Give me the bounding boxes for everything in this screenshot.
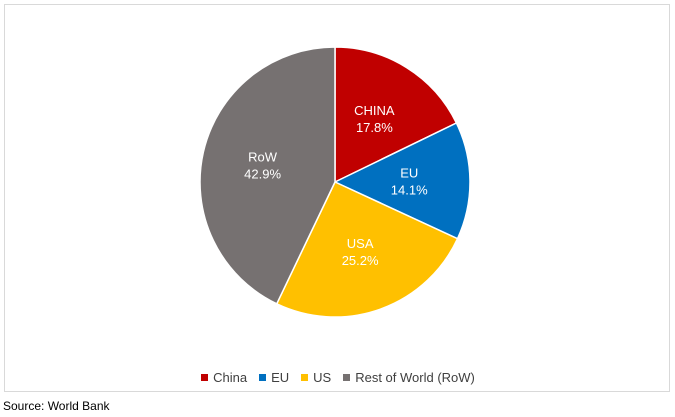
legend-label-row: Rest of World (RoW) xyxy=(355,369,475,385)
legend-swatch-eu xyxy=(259,373,267,381)
slice-label-usa: USA xyxy=(347,236,374,251)
slice-label-row: RoW xyxy=(248,150,278,165)
legend-swatch-us xyxy=(301,373,309,381)
legend-swatch-row xyxy=(343,373,351,381)
legend-item-row: Rest of World (RoW) xyxy=(343,370,475,385)
chart-legend: China EU US Rest of World (RoW) xyxy=(5,368,671,386)
pie-chart: CHINA 17.8% EU 14.1% USA 25.2% RoW 42.9% xyxy=(199,46,471,318)
chart-area: CHINA 17.8% EU 14.1% USA 25.2% RoW 42.9% China … xyxy=(4,4,670,392)
slice-value-eu: 14.1% xyxy=(391,182,428,197)
legend-swatch-china xyxy=(201,373,209,381)
slice-label-china: CHINA xyxy=(354,103,395,118)
slice-value-china: 17.8% xyxy=(356,120,393,135)
pie-slice-eu xyxy=(333,121,471,240)
pie-slice-usa xyxy=(275,181,459,318)
legend-item-us: US xyxy=(301,370,331,385)
legend-item-china: China xyxy=(201,370,247,385)
slice-value-usa: 25.2% xyxy=(342,253,379,268)
legend-label-us: US xyxy=(313,369,332,385)
legend-label-eu: EU xyxy=(271,369,290,385)
slice-label-eu: EU xyxy=(400,165,418,180)
source-note: Source: World Bank xyxy=(3,399,110,413)
legend-label-china: China xyxy=(213,369,248,385)
pie-slice-china xyxy=(334,46,458,184)
legend-item-eu: EU xyxy=(259,370,289,385)
slice-value-row: 42.9% xyxy=(244,167,281,182)
pie-slice-row xyxy=(199,46,336,305)
